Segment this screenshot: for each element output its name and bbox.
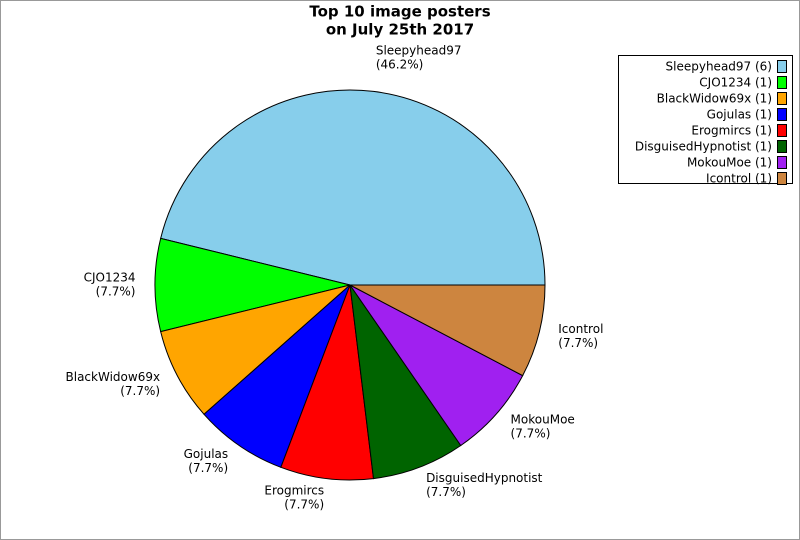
legend-swatch — [777, 124, 787, 137]
slice-label: DisguisedHypnotist — [426, 471, 543, 485]
legend-swatch — [777, 92, 787, 105]
legend-label: Erogmircs (1) — [691, 124, 772, 138]
legend-swatch — [777, 172, 787, 185]
pie-slice — [349, 284, 462, 480]
slice-percent: (7.7%) — [188, 461, 228, 475]
legend-label: BlackWidow69x (1) — [657, 92, 772, 106]
slice-percent: (7.7%) — [284, 497, 324, 511]
legend-label: Gojulas (1) — [707, 108, 772, 122]
legend-label: MokouMoe (1) — [687, 156, 772, 170]
slice-label: Erogmircs — [264, 483, 324, 497]
slice-percent: (7.7%) — [558, 336, 598, 350]
slice-label: MokouMoe — [511, 413, 575, 427]
pie-slice — [160, 89, 546, 286]
pie-slice — [349, 284, 524, 447]
slice-label: Sleepyhead97 — [376, 44, 462, 58]
slice-percent: (46.2%) — [376, 58, 423, 72]
slice-percent: (7.7%) — [120, 384, 160, 398]
pie-slice — [154, 237, 351, 333]
slice-label: Icontrol — [558, 322, 603, 336]
pie-slice — [160, 284, 351, 416]
slice-percent: (7.7%) — [426, 485, 466, 499]
pie-slice — [349, 284, 546, 377]
legend-label: DisguisedHypnotist (1) — [635, 140, 772, 154]
pie-slice — [280, 284, 375, 481]
legend-label: CJO1234 (1) — [699, 76, 772, 90]
slice-label: BlackWidow69x — [66, 370, 161, 384]
chart-title: on July 25th 2017 — [326, 21, 474, 39]
legend-swatch — [777, 60, 787, 73]
legend-label: Icontrol (1) — [706, 172, 772, 186]
slice-percent: (7.7%) — [96, 285, 136, 299]
legend-swatch — [777, 156, 787, 169]
slice-label: Gojulas — [184, 447, 229, 461]
slice-label: CJO1234 — [84, 271, 136, 285]
pie-slice — [203, 284, 351, 468]
legend-swatch — [777, 140, 787, 153]
legend-swatch — [777, 76, 787, 89]
chart-title: Top 10 image posters — [309, 3, 490, 21]
legend-box — [618, 55, 793, 184]
legend-swatch — [777, 108, 787, 121]
slice-percent: (7.7%) — [511, 427, 551, 441]
legend-label: Sleepyhead97 (6) — [666, 60, 772, 74]
